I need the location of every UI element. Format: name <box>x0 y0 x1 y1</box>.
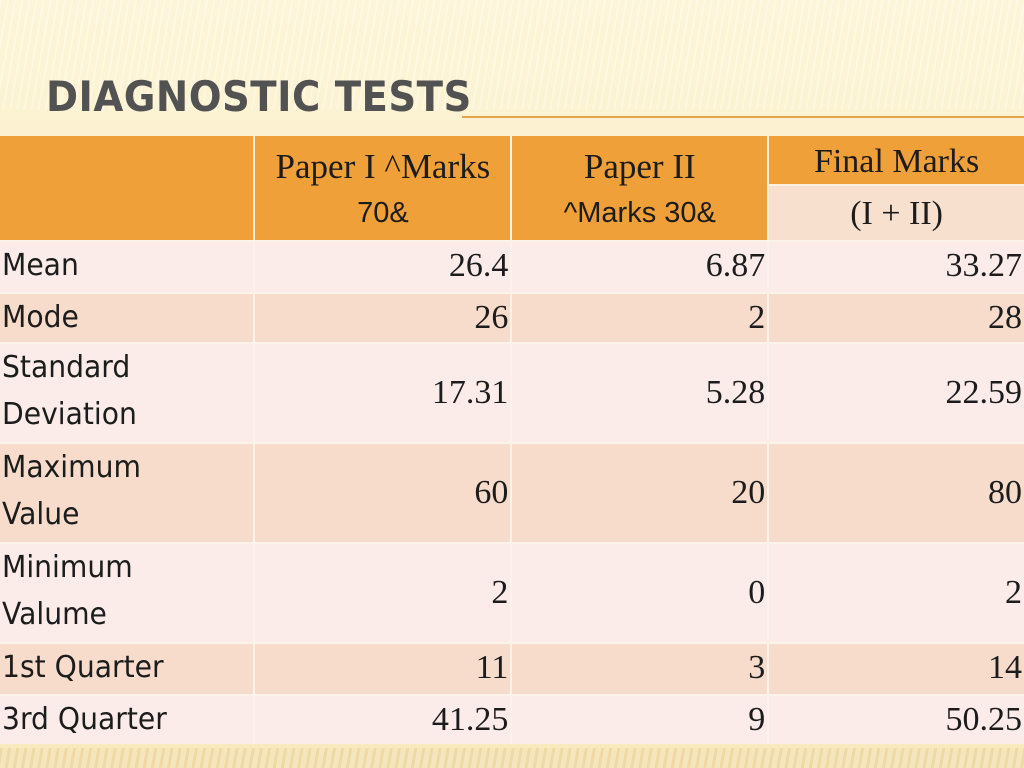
cell-paper-1: 26 <box>255 292 513 342</box>
cell-final: 2 <box>769 542 1024 642</box>
cell-final: 80 <box>769 442 1024 542</box>
row-label-line: Standard <box>2 350 131 385</box>
table-row: Mean 26.4 6.87 33.27 <box>0 240 1024 292</box>
cell-paper-2: 3 <box>512 642 770 694</box>
cell-final: 22.59 <box>769 342 1024 442</box>
row-label: Maximum Value <box>0 442 256 542</box>
table-row: 3rd Quarter 41.25 9 50.25 <box>0 694 1024 744</box>
cell-paper-1: 11 <box>255 642 513 694</box>
cell-paper-2: 0 <box>512 542 770 642</box>
row-label: 3rd Quarter <box>0 694 256 744</box>
row-label-line: Mean <box>2 248 79 283</box>
statistics-table: Paper I ^Marks 70& Paper II ^Marks 30& F… <box>0 136 1024 744</box>
bottom-decorative-band <box>0 748 1024 768</box>
row-label-line: 1st Quarter <box>2 650 164 685</box>
cell-paper-2: 6.87 <box>512 240 770 292</box>
row-label-line: Minimum <box>2 550 133 585</box>
slide-title: DIAGNOSTIC TESTS <box>46 72 472 121</box>
header-paper-2-line2: ^Marks 30& <box>563 197 716 229</box>
header-paper-2-line1: Paper II <box>583 147 696 186</box>
cell-paper-2: 5.28 <box>512 342 770 442</box>
table-row: 1st Quarter 11 3 14 <box>0 642 1024 694</box>
cell-final: 14 <box>769 642 1024 694</box>
cell-final: 28 <box>769 292 1024 342</box>
row-label-line: Value <box>2 497 80 532</box>
header-final-line2: (I + II) <box>769 186 1024 240</box>
row-label-line: Deviation <box>2 397 137 432</box>
row-label: Mean <box>0 240 256 292</box>
cell-paper-2: 2 <box>512 292 770 342</box>
cell-paper-2: 20 <box>512 442 770 542</box>
row-label: Standard Deviation <box>0 342 256 442</box>
table-header-row: Paper I ^Marks 70& Paper II ^Marks 30& F… <box>0 136 1024 240</box>
row-label: 1st Quarter <box>0 642 256 694</box>
row-label-line: 3rd Quarter <box>2 702 167 737</box>
title-underline <box>462 116 1024 118</box>
row-label-line: Maximum <box>2 450 141 485</box>
table-row: Mode 26 2 28 <box>0 292 1024 342</box>
header-corner-cell <box>0 136 256 240</box>
row-label: Minimum Valume <box>0 542 256 642</box>
header-paper-1-line1: Paper I ^Marks <box>275 147 491 186</box>
cell-final: 33.27 <box>769 240 1024 292</box>
cell-paper-1: 17.31 <box>255 342 513 442</box>
header-paper-1: Paper I ^Marks 70& <box>255 136 513 240</box>
table-row: Maximum Value 60 20 80 <box>0 442 1024 542</box>
header-final-marks: Final Marks (I + II) <box>769 136 1024 240</box>
header-final-line1: Final Marks <box>769 136 1024 186</box>
table-row: Standard Deviation 17.31 5.28 22.59 <box>0 342 1024 442</box>
cell-paper-1: 41.25 <box>255 694 513 744</box>
row-label-line: Mode <box>2 300 79 335</box>
cell-paper-1: 26.4 <box>255 240 513 292</box>
row-label: Mode <box>0 292 256 342</box>
cell-paper-1: 60 <box>255 442 513 542</box>
header-paper-2: Paper II ^Marks 30& <box>512 136 770 240</box>
cell-paper-1: 2 <box>255 542 513 642</box>
header-paper-1-line2: 70& <box>357 197 409 229</box>
table-row: Minimum Valume 2 0 2 <box>0 542 1024 642</box>
cell-paper-2: 9 <box>512 694 770 744</box>
cell-final: 50.25 <box>769 694 1024 744</box>
row-label-line: Valume <box>2 597 107 632</box>
